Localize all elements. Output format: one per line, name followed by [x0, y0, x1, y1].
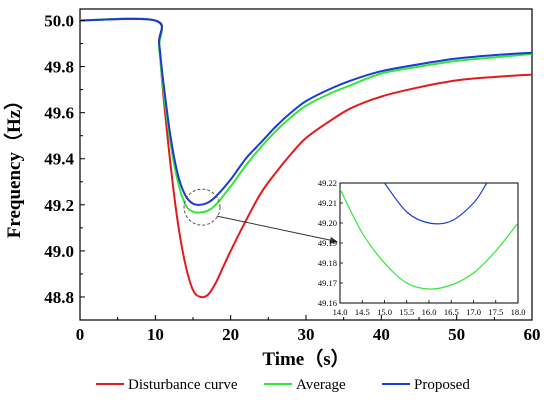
y-tick-label: 49.8: [44, 58, 74, 77]
inset-x-tick-label: 15.5: [399, 307, 414, 317]
inset-y-tick-label: 49.16: [318, 298, 337, 308]
inset-series-lines: [340, 183, 518, 290]
inset-x-tick-label: 16.5: [444, 307, 459, 317]
inset-x-tick-label: 16.0: [422, 307, 437, 317]
zoom-arrow: [216, 215, 333, 241]
inset-y-tick-label: 49.20: [318, 218, 337, 228]
legend-entry-disturbance-curve: Disturbance curve: [96, 377, 238, 393]
y-tick-label: 48.8: [44, 288, 74, 307]
main-plot-area: 0 10 20 30 40 50 60 48.8 49.0 49.2 49.4 49.6 49.8 50…: [44, 8, 541, 344]
y-tick-label: 49.2: [44, 196, 74, 215]
y-tick-label: 50.0: [44, 12, 74, 31]
x-tick-label: 20: [222, 325, 239, 344]
legend-entry-average: Average: [264, 377, 346, 393]
inset-x-axis: 14.0 14.5 15.0 15.5 16.0 16.5 17.0 17.5 18.0: [333, 300, 526, 317]
main-series-lines: [79, 17, 533, 299]
inset-y-tick-label: 49.18: [318, 258, 337, 268]
inset-y-tick-label: 49.22: [318, 178, 337, 188]
inset-x-tick-label: 17.5: [488, 307, 503, 317]
x-tick-label: 60: [524, 325, 541, 344]
inset-plot-background: [339, 182, 519, 304]
x-tick-label: 10: [147, 325, 164, 344]
series-line-proposed: [79, 17, 533, 206]
x-tick-label: 0: [76, 325, 85, 344]
main-x-axis: 0 10 20 30 40 50 60: [76, 315, 541, 344]
inset-y-tick-label: 49.21: [318, 198, 337, 208]
inset-x-tick-label: 14.5: [355, 307, 370, 317]
inset-x-tick-label: 14.0: [333, 307, 348, 317]
series-line-disturbance-curve: [79, 17, 533, 299]
legend-entry-proposed: Proposed: [382, 377, 470, 393]
y-axis-title: Frequency（Hz）: [2, 91, 25, 238]
inset-series-line-average: [340, 188, 518, 290]
main-y-axis: 48.8 49.0 49.2 49.4 49.6 49.8 50.0: [44, 12, 85, 307]
inset-x-tick-label: 18.0: [511, 307, 526, 317]
legend-label-average: Average: [296, 377, 346, 393]
x-tick-label: 50: [448, 325, 465, 344]
inset-x-tick-label: 17.0: [466, 307, 481, 317]
inset-x-tick-label: 15.0: [377, 307, 392, 317]
x-axis-title: Time（s）: [262, 347, 349, 370]
inset-plot: 14.0 14.5 15.0 15.5 16.0 16.5 17.0 17.5 18.0 49.…: [318, 178, 526, 317]
legend: Disturbance curve Average Proposed: [96, 377, 470, 393]
y-tick-label: 49.6: [44, 104, 74, 123]
zoom-ellipse: [183, 188, 221, 226]
zoom-arrowhead: [329, 236, 338, 244]
zoom-marker: [183, 188, 338, 244]
inset-y-axis: 49.16 49.17 49.18 49.19 49.20 49.21 49.22: [318, 178, 343, 308]
legend-label-proposed: Proposed: [414, 377, 470, 393]
inset-series-line-proposed: [384, 183, 488, 225]
y-tick-label: 49.0: [44, 242, 74, 261]
y-tick-label: 49.4: [44, 150, 74, 169]
inset-y-tick-label: 49.19: [318, 238, 337, 248]
inset-y-tick-label: 49.17: [318, 278, 337, 288]
legend-label-disturbance-curve: Disturbance curve: [128, 377, 238, 393]
x-tick-label: 40: [373, 325, 390, 344]
x-tick-label: 30: [298, 325, 315, 344]
